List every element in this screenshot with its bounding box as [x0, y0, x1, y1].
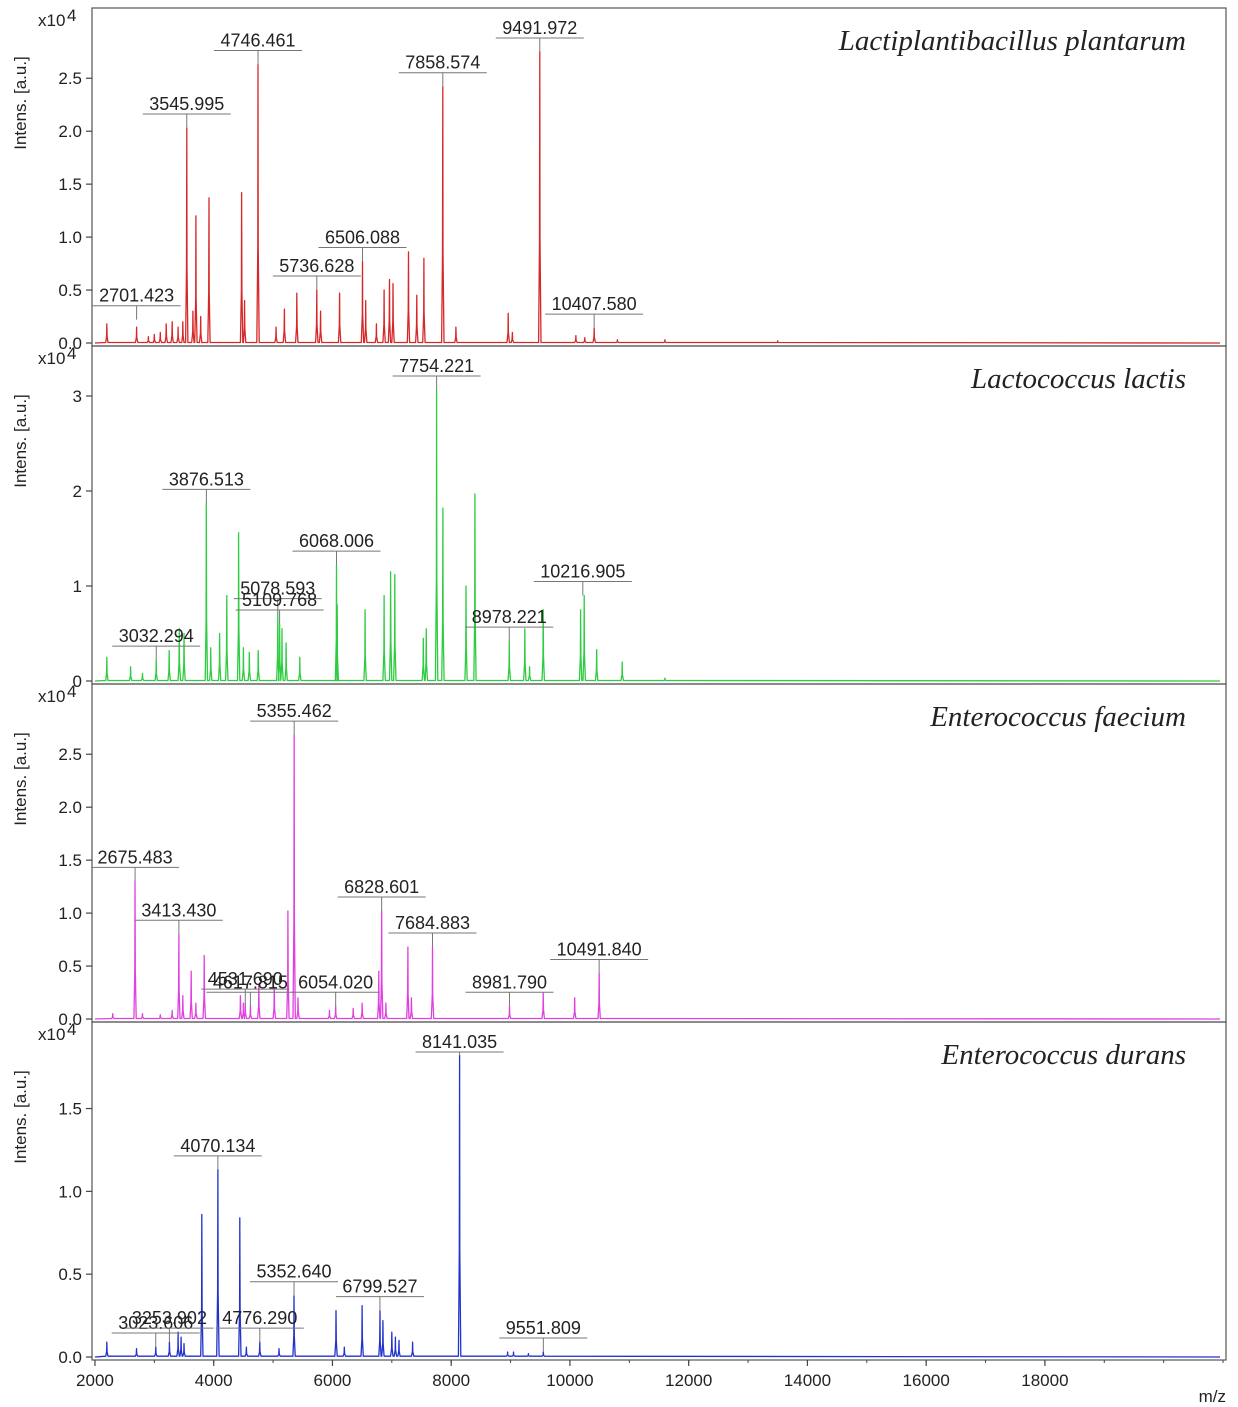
spectrum-panel-3: 0.0 0.5 1.0 1.5 2.0 2.5 Intens. [a.u.] x10 4 Ente…: [11, 682, 1227, 1029]
spectrum-line: [94, 734, 1221, 1020]
spectrum-line: [94, 388, 1221, 682]
plot-frame: [91, 345, 1227, 685]
plot-frame: [91, 7, 1227, 347]
spectrum-line: [94, 51, 1221, 344]
y-multiplier: x10: [38, 11, 65, 30]
peak-label: 3545.995: [149, 94, 224, 114]
spectrum-line: [94, 1054, 1221, 1358]
species-name: Enterococcus durans: [940, 1039, 1186, 1071]
x-tick-label: 4000: [195, 1371, 233, 1390]
peak-label: 5109.768: [242, 590, 317, 610]
peak-label: 3253.902: [132, 1308, 207, 1328]
x-axis-title: m/z: [1199, 1387, 1226, 1406]
y-tick-label: 0: [73, 672, 82, 691]
y-exponent: 4: [67, 682, 76, 701]
peak-label: 3032.294: [119, 626, 194, 646]
y-tick-label: 0.0: [58, 1348, 82, 1367]
peak-label: 10491.840: [557, 939, 642, 959]
peak-label: 5078.593: [240, 579, 315, 599]
y-exponent: 4: [67, 344, 76, 363]
y-tick-label: 1.0: [58, 904, 82, 923]
y-axis-title: Intens. [a.u.]: [11, 56, 30, 150]
y-multiplier: x10: [38, 1025, 65, 1044]
peak-label: 8141.035: [422, 1032, 497, 1052]
peak-label: 9551.809: [506, 1318, 581, 1338]
y-axis-title: Intens. [a.u.]: [11, 394, 30, 488]
x-tick-label: 6000: [314, 1371, 352, 1390]
peak-label: 8981.790: [472, 972, 547, 992]
peak-label: 8978.221: [472, 607, 547, 627]
y-tick-label: 1.5: [58, 1100, 82, 1119]
species-name: Enterococcus faecium: [929, 701, 1186, 733]
x-tick-label: 12000: [665, 1371, 712, 1390]
y-tick-label: 2.5: [58, 745, 82, 764]
x-tick-label: 16000: [903, 1371, 950, 1390]
peak-label: 10407.580: [552, 294, 637, 314]
peak-label: 5355.462: [257, 701, 332, 721]
spectrum-panel-2: 0 1 2 3 Intens. [a.u.] x10 4 Lactococcus lactis…: [11, 344, 1227, 691]
y-tick-label: 2: [73, 482, 82, 501]
y-tick-label: 2.0: [58, 798, 82, 817]
y-tick-label: 3: [73, 387, 82, 406]
y-axis-title: Intens. [a.u.]: [11, 1070, 30, 1164]
spectrum-panel-1: 0.0 0.5 1.0 1.5 2.0 2.5 Intens. [a.u.] x10 4 Lact…: [11, 6, 1227, 353]
x-tick-label: 2000: [76, 1371, 114, 1390]
peak-label: 10216.905: [540, 562, 625, 582]
peak-label: 2675.483: [98, 847, 173, 867]
peak-label: 5736.628: [279, 256, 354, 276]
y-tick-label: 1.0: [58, 1182, 82, 1201]
peak-label: 4746.461: [220, 30, 295, 50]
peak-label: 6506.088: [325, 227, 400, 247]
y-tick-label: 2.0: [58, 122, 82, 141]
y-tick-label: 0.0: [58, 1010, 82, 1029]
y-multiplier: x10: [38, 349, 65, 368]
peak-label: 6054.020: [298, 972, 373, 992]
y-multiplier: x10: [38, 687, 65, 706]
y-tick-label: 0.0: [58, 334, 82, 353]
peak-label: 7858.574: [405, 53, 480, 73]
y-tick-label: 1.5: [58, 175, 82, 194]
peak-label: 3876.513: [169, 469, 244, 489]
peak-label: 3413.430: [141, 900, 216, 920]
peak-label: 9491.972: [502, 18, 577, 38]
x-tick-label: 8000: [432, 1371, 470, 1390]
peak-label: 6828.601: [344, 877, 419, 897]
y-exponent: 4: [67, 1020, 76, 1039]
x-tick-label: 14000: [784, 1371, 831, 1390]
peak-label: 4617.815: [213, 972, 288, 992]
peak-label: 6068.006: [299, 531, 374, 551]
peak-label: 5352.640: [256, 1262, 331, 1282]
species-name: Lactiplantibacillus plantarum: [838, 25, 1186, 57]
spectrum-panel-4: 0.0 0.5 1.0 1.5 Intens. [a.u.] x10 4 Enterococc…: [11, 1020, 1227, 1406]
peak-label: 7684.883: [395, 913, 470, 933]
y-tick-label: 1: [73, 577, 82, 596]
species-name: Lactococcus lactis: [970, 363, 1186, 395]
peak-label: 4531.690: [208, 969, 283, 989]
peak-label: 2701.423: [99, 286, 174, 306]
y-tick-label: 1.5: [58, 851, 82, 870]
peak-label: 4070.134: [180, 1136, 255, 1156]
y-tick-label: 0.5: [58, 957, 82, 976]
y-tick-label: 2.5: [58, 69, 82, 88]
x-tick-label: 18000: [1021, 1371, 1068, 1390]
peak-label: 6799.527: [342, 1277, 417, 1297]
y-tick-label: 0.5: [58, 281, 82, 300]
peak-label: 4776.290: [222, 1308, 297, 1328]
y-tick-label: 1.0: [58, 228, 82, 247]
y-tick-label: 0.5: [58, 1265, 82, 1284]
peak-label: 7754.221: [399, 356, 474, 376]
x-tick-label: 10000: [546, 1371, 593, 1390]
y-exponent: 4: [67, 6, 76, 25]
y-axis-title: Intens. [a.u.]: [11, 732, 30, 826]
